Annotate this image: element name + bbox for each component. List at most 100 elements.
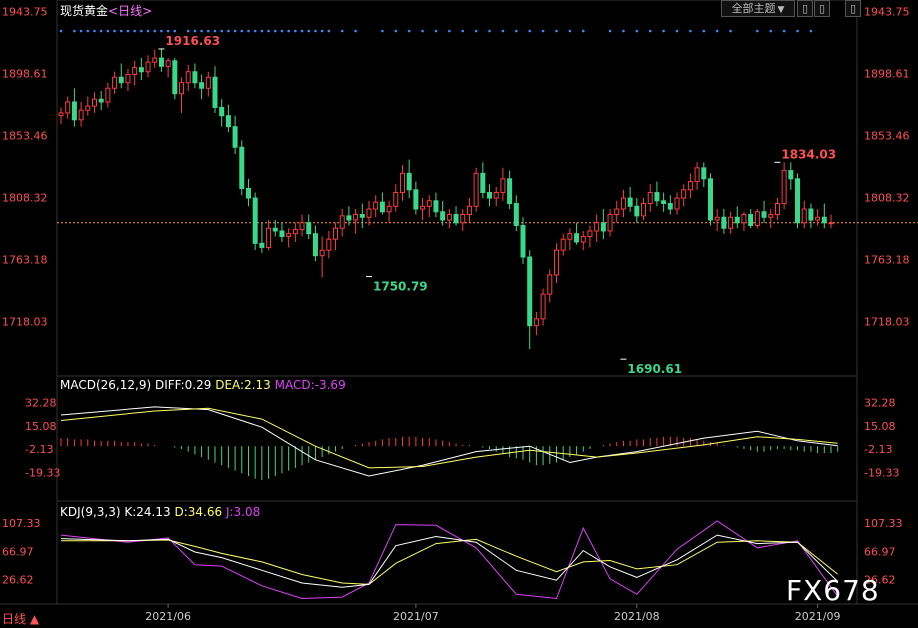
event-marker-dot — [186, 29, 190, 33]
candle-up — [533, 318, 539, 327]
macd-tick-label-left: -2.13 — [25, 443, 53, 456]
candle-down — [634, 205, 640, 217]
period-prev[interactable]: < — [108, 4, 119, 18]
candle-up — [333, 227, 339, 240]
event-marker-dot — [73, 29, 76, 33]
candle-down — [212, 76, 218, 108]
candle-up — [386, 205, 392, 213]
price-tick-label-right: 1718.03 — [864, 316, 910, 329]
candle-down — [232, 126, 238, 148]
candle-up — [426, 200, 432, 207]
event-marker-dot — [227, 29, 230, 33]
panel-frame-1 — [56, 375, 858, 502]
macd-tick-label-left: 32.28 — [25, 396, 57, 409]
event-marker-dot — [568, 29, 572, 33]
candle-up — [687, 181, 693, 191]
period-next[interactable]: > — [142, 4, 153, 18]
time-tick-label: 2021/07 — [393, 610, 439, 623]
candle-down — [306, 222, 312, 235]
macd-tick-label-left: -19.33 — [25, 466, 60, 479]
candle-down — [138, 67, 144, 73]
layout-button-3[interactable]: ▯ — [845, 0, 861, 17]
window-icon: ▯ — [818, 2, 826, 15]
candle-up — [353, 214, 359, 221]
kdj-tick-label-right: 26.62 — [864, 574, 896, 587]
period-high-label: 1834.03 — [781, 147, 836, 161]
candle-up — [373, 201, 379, 210]
candle-down — [574, 233, 580, 243]
period-footer[interactable]: 日线 ▲ — [2, 610, 39, 627]
event-marker-dot — [528, 29, 531, 33]
candle-up — [540, 293, 546, 320]
candle-down — [259, 242, 265, 248]
event-marker-dot — [240, 29, 244, 33]
candle-down — [600, 222, 606, 232]
kdj-tick-label-left: 107.33 — [2, 517, 41, 530]
candle-up — [319, 249, 325, 257]
candle-up — [292, 229, 298, 235]
price-tick-label-left: 1853.46 — [2, 130, 48, 143]
candle-up — [339, 215, 345, 229]
event-marker-dot — [133, 29, 136, 33]
candle-down — [821, 216, 827, 224]
kdj-d-value: D:34.66 — [174, 505, 223, 519]
event-marker-dot — [79, 29, 83, 33]
candle-up — [493, 192, 499, 199]
candle-down — [513, 203, 519, 226]
layout-button-1[interactable]: ▯ — [797, 0, 813, 17]
candle-up — [179, 82, 185, 95]
watermark: FX678 — [786, 574, 880, 607]
candle-up — [607, 214, 613, 232]
candle-down — [252, 197, 258, 244]
price-tick-label-left: 1718.03 — [2, 316, 48, 329]
candle-down — [433, 200, 439, 213]
event-marker-dot — [340, 29, 344, 33]
macd-tick-label-right: 15.08 — [864, 420, 896, 433]
candle-up — [105, 87, 111, 103]
event-marker-dot — [662, 29, 665, 33]
candle-up — [587, 230, 593, 237]
candle-up — [420, 205, 426, 210]
candle-up — [694, 167, 700, 183]
candle-up — [681, 189, 687, 199]
candle-down — [507, 178, 513, 205]
candle-down — [721, 216, 727, 229]
candle-down — [158, 57, 164, 67]
layout-button-2[interactable]: ▯ — [814, 0, 830, 17]
candle-up — [553, 249, 559, 276]
candle-down — [219, 106, 225, 117]
candle-up — [714, 216, 720, 221]
candle-up — [594, 222, 600, 232]
candle-up — [132, 67, 138, 76]
candle-up — [399, 172, 405, 194]
macd-dea-value: DEA:2.13 — [215, 378, 271, 392]
candle-up — [152, 57, 158, 63]
event-marker-dot — [213, 29, 217, 33]
event-marker-dot — [247, 29, 250, 33]
candle-down — [279, 230, 285, 237]
theme-dropdown[interactable]: 全部主题 ▼ — [721, 0, 795, 17]
event-marker-dot — [193, 29, 197, 33]
candle-up — [774, 203, 780, 216]
period-label[interactable]: 日线 — [118, 4, 143, 18]
event-marker-dot — [113, 29, 116, 33]
candle-down — [225, 115, 231, 128]
event-marker-dot — [488, 29, 491, 33]
candle-up — [560, 238, 566, 251]
candle-down — [245, 187, 251, 199]
kdj-tick-label-left: 66.97 — [2, 545, 34, 558]
event-marker-dot — [394, 29, 398, 33]
candle-down — [172, 60, 178, 95]
candle-down — [661, 200, 667, 205]
candle-up — [125, 74, 131, 84]
macd-diff-line — [60, 406, 838, 477]
period-high-label: 1916.63 — [165, 34, 220, 48]
candle-down — [527, 256, 533, 327]
candle-down — [199, 82, 205, 89]
candle-up — [815, 216, 821, 221]
candle-up — [614, 208, 620, 216]
candle-up — [580, 235, 586, 243]
macd-tick-label-right: -19.33 — [864, 466, 899, 479]
candle-down — [487, 192, 493, 199]
candle-down — [379, 201, 385, 213]
